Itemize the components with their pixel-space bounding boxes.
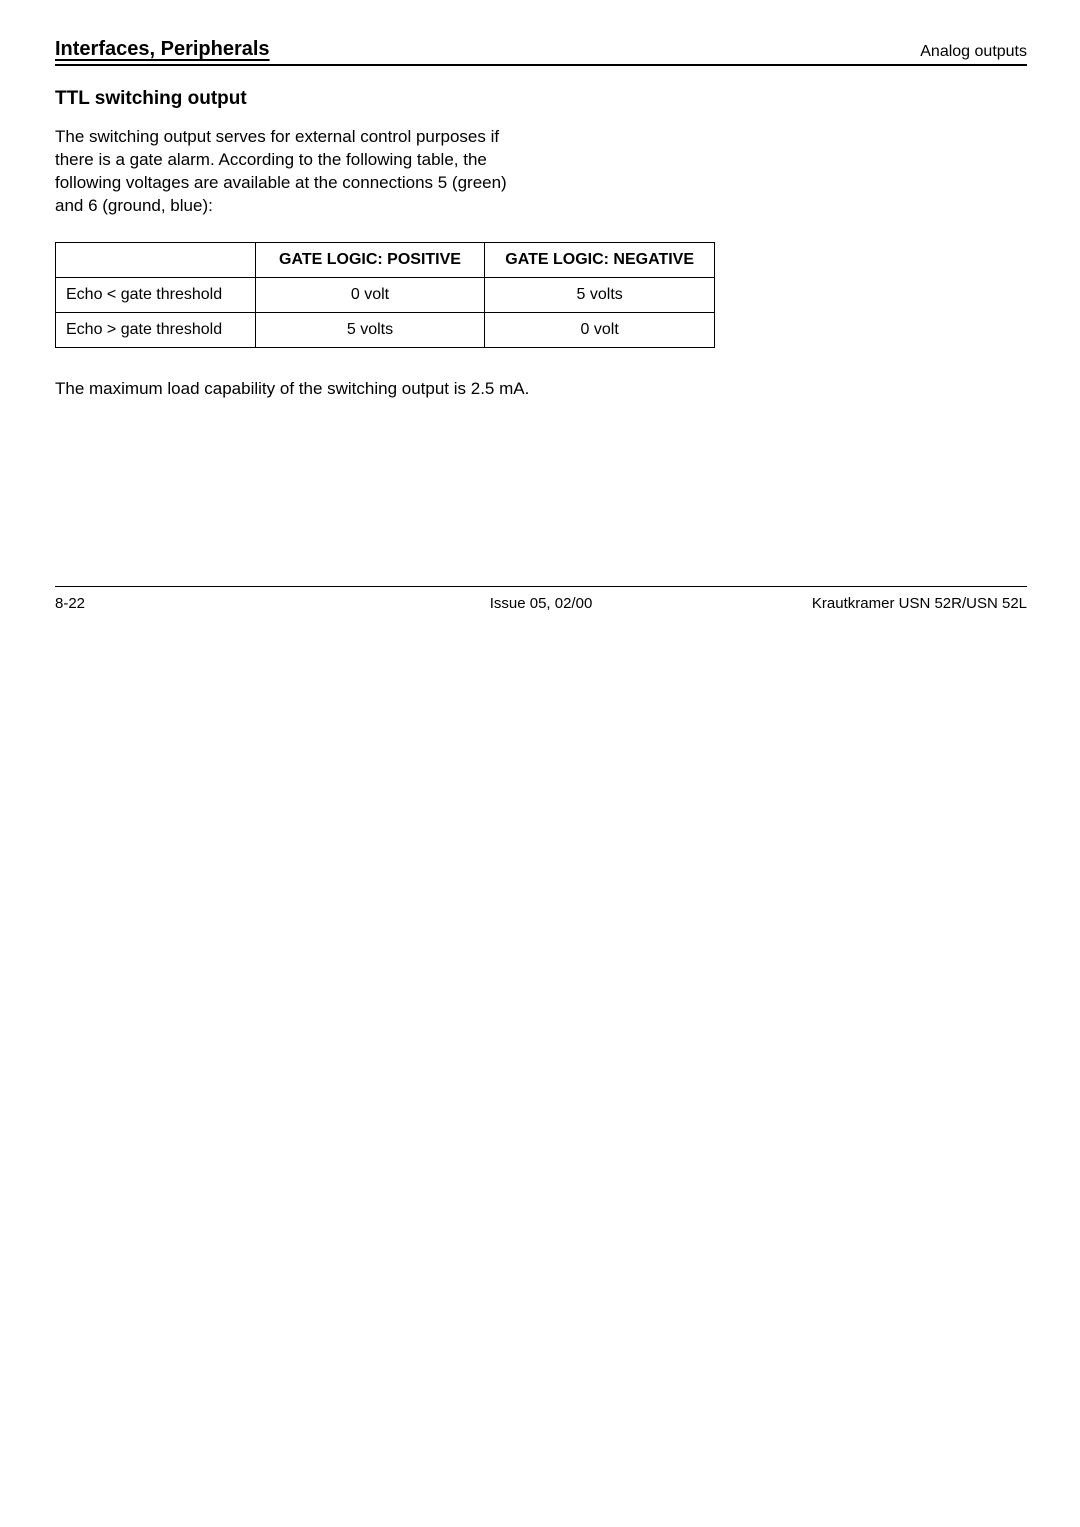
section-title: TTL switching output (55, 88, 1027, 110)
gate-logic-table: GATE LOGIC: POSITIVE GATE LOGIC: NEGATIV… (55, 242, 715, 348)
table-header-row: GATE LOGIC: POSITIVE GATE LOGIC: NEGATIV… (56, 242, 715, 277)
page-footer: 8-22 Issue 05, 02/00 Krautkramer USN 52R… (55, 586, 1027, 612)
page-header: Interfaces, Peripherals Analog outputs (55, 38, 1027, 66)
header-section-title: Interfaces, Peripherals (55, 38, 270, 61)
table-cell: 0 volt (485, 312, 715, 347)
table-cell: 0 volt (255, 277, 485, 312)
footer-product: Krautkramer USN 52R/USN 52L (812, 595, 1027, 612)
table-cell: Echo > gate threshold (56, 312, 256, 347)
table-cell: 5 volts (255, 312, 485, 347)
table-header-cell: GATE LOGIC: NEGATIVE (485, 242, 715, 277)
table-row: Echo > gate threshold 5 volts 0 volt (56, 312, 715, 347)
table-cell: 5 volts (485, 277, 715, 312)
footer-issue: Issue 05, 02/00 (490, 595, 593, 612)
table-row: Echo < gate threshold 0 volt 5 volts (56, 277, 715, 312)
outro-paragraph: The maximum load capability of the switc… (55, 378, 555, 401)
footer-page-number: 8-22 (55, 595, 85, 612)
table-header-cell (56, 242, 256, 277)
page-content: Interfaces, Peripherals Analog outputs T… (55, 38, 1027, 401)
header-subsection: Analog outputs (920, 43, 1027, 61)
table-header-cell: GATE LOGIC: POSITIVE (255, 242, 485, 277)
table-cell: Echo < gate threshold (56, 277, 256, 312)
intro-paragraph: The switching output serves for external… (55, 126, 515, 218)
